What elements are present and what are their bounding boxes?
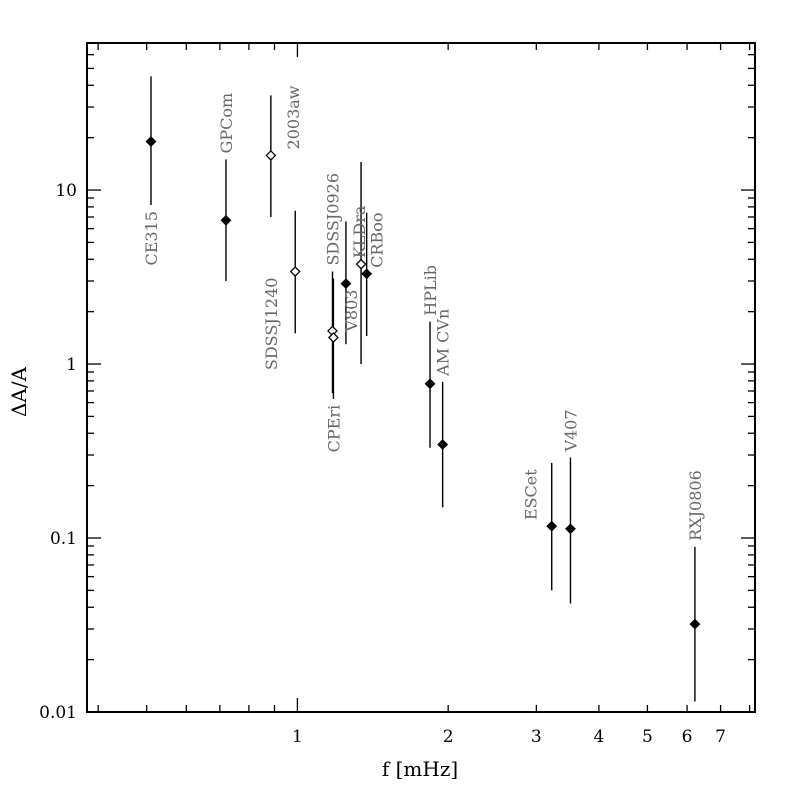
- data-point: [327, 332, 339, 343]
- data-point: [424, 378, 436, 390]
- point-label: V803: [342, 290, 361, 333]
- point-label: V407: [561, 409, 580, 452]
- data-point: [265, 150, 277, 161]
- tick-labels: 1 2 3 4 5 6 7 0.01 0.1 1 10: [39, 181, 726, 747]
- point-label: HPLib: [421, 265, 440, 316]
- data-point: [145, 136, 157, 147]
- data-point: [689, 618, 701, 630]
- y-tick-label: 10: [55, 181, 77, 201]
- point-label: GPCom: [217, 93, 236, 154]
- point-label: ESCet: [522, 469, 541, 520]
- plot-frame: [86, 42, 756, 713]
- point-label: CE315: [142, 211, 161, 265]
- data-point: [340, 278, 352, 289]
- x-tick-label: 6: [682, 727, 693, 747]
- x-axis-title: f [mHz]: [382, 757, 458, 781]
- data-point: [546, 520, 558, 532]
- point-label: SDSSJ1240: [262, 278, 281, 371]
- x-tick-label: 3: [531, 727, 542, 747]
- x-tick-label: 4: [593, 727, 604, 747]
- point-label: KLDra: [350, 205, 369, 258]
- point-label: SDSSJ0926: [323, 173, 342, 266]
- point-label: RXJ0806: [686, 470, 705, 541]
- data-points: [145, 136, 701, 630]
- point-label: CPEri: [324, 405, 343, 452]
- point-label: CRBoo: [368, 212, 387, 267]
- data-point: [220, 214, 232, 226]
- axes: [86, 42, 756, 713]
- point-labels: CE315 GPCom 2003aw SDSSJ1240 SDSSJ0926 CPEri V…: [142, 85, 705, 541]
- x-tick-label: 7: [715, 727, 726, 747]
- point-label: AM CVn: [434, 309, 453, 377]
- data-point: [437, 439, 449, 450]
- data-point: [361, 268, 373, 280]
- data-point: [289, 266, 301, 277]
- error-bars: [150, 76, 696, 702]
- tick-marks: [87, 42, 755, 713]
- data-point: [565, 523, 576, 535]
- point-label: 2003aw: [284, 85, 303, 149]
- y-axis-title: ΔA/A: [7, 366, 31, 417]
- x-tick-label: 1: [292, 727, 303, 747]
- data-point: [355, 258, 367, 270]
- x-tick-label: 5: [642, 727, 653, 747]
- y-tick-label: 0.1: [50, 529, 77, 549]
- y-tick-label: 1: [66, 355, 77, 375]
- y-tick-label: 0.01: [39, 703, 77, 723]
- x-tick-label: 2: [443, 727, 454, 747]
